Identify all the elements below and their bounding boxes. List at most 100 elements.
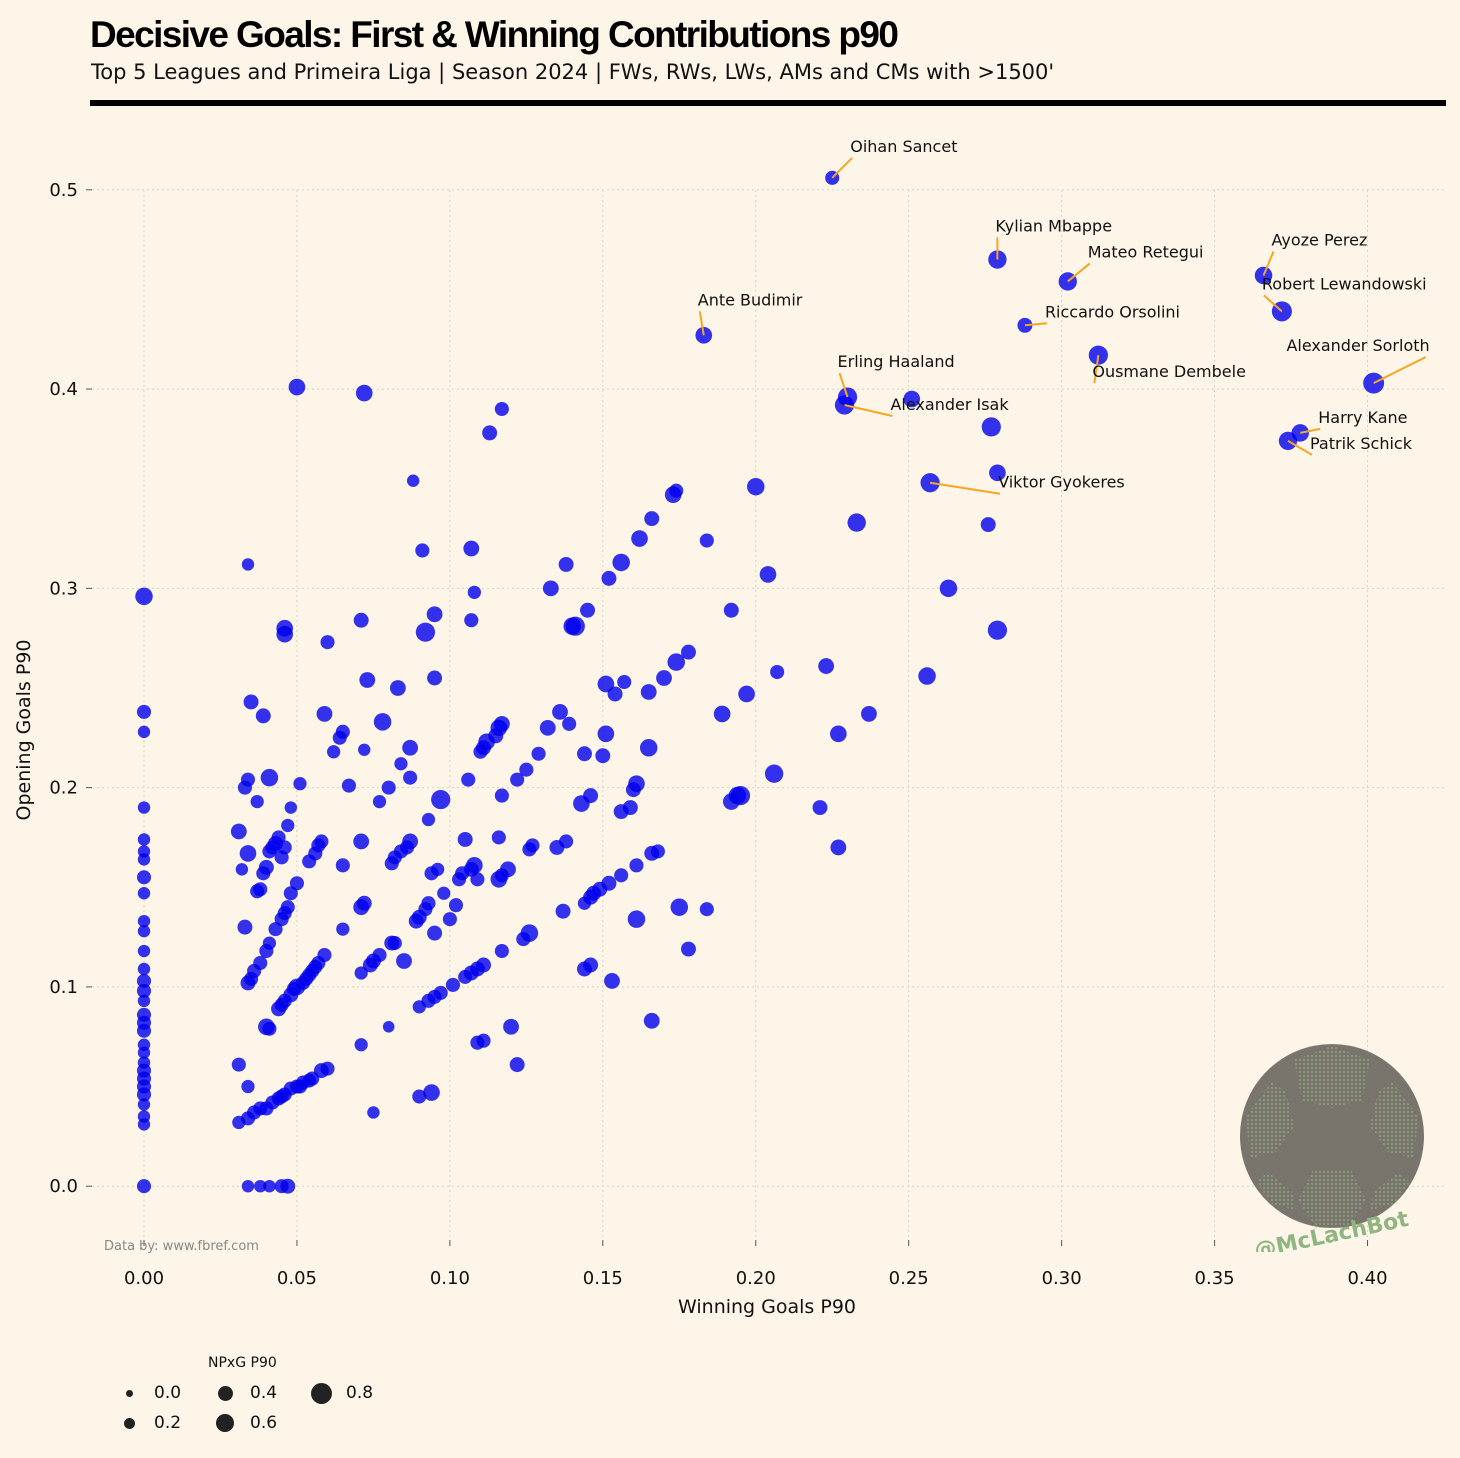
data-point bbox=[433, 985, 448, 1000]
data-point bbox=[253, 882, 268, 897]
data-point bbox=[494, 401, 509, 417]
data-point bbox=[818, 658, 835, 674]
data-point bbox=[470, 872, 485, 887]
data-point bbox=[583, 957, 599, 973]
data-point bbox=[136, 983, 152, 998]
player-label: Ante Budimir bbox=[698, 290, 803, 309]
data-point bbox=[617, 674, 632, 690]
annotation-line bbox=[929, 481, 1001, 495]
data-point bbox=[500, 861, 516, 878]
data-point bbox=[237, 919, 253, 935]
annotation-line bbox=[1287, 440, 1313, 456]
x-tick-label: 0.20 bbox=[736, 1268, 776, 1289]
data-point bbox=[612, 553, 630, 572]
data-point bbox=[980, 517, 996, 533]
data-point bbox=[723, 602, 739, 618]
data-point bbox=[355, 384, 373, 402]
data-point bbox=[861, 705, 877, 722]
annotation-line bbox=[831, 157, 853, 179]
data-point bbox=[987, 620, 1008, 640]
data-point bbox=[576, 746, 592, 762]
data-point bbox=[258, 859, 274, 875]
data-point bbox=[250, 794, 264, 809]
data-point bbox=[387, 936, 402, 951]
data-point bbox=[320, 635, 335, 650]
data-point bbox=[607, 686, 623, 702]
data-point bbox=[137, 1098, 151, 1111]
data-point bbox=[353, 612, 369, 628]
data-point bbox=[812, 800, 828, 816]
data-point bbox=[628, 775, 645, 792]
data-point bbox=[394, 757, 408, 771]
data-point bbox=[358, 743, 371, 756]
x-tick-label: 0.30 bbox=[1042, 1268, 1082, 1289]
data-point bbox=[627, 910, 646, 928]
y-tick-label: 0.1 bbox=[49, 977, 78, 998]
data-point bbox=[519, 762, 534, 777]
data-point bbox=[764, 764, 784, 783]
point-annotations: Oihan Sancet Kylian Mbappe Mateo Retegui Ay… bbox=[698, 137, 1430, 495]
data-point bbox=[476, 957, 492, 973]
data-point bbox=[415, 543, 430, 558]
data-point bbox=[431, 862, 445, 876]
data-point bbox=[243, 694, 259, 710]
data-point bbox=[137, 994, 151, 1008]
data-point bbox=[670, 898, 689, 916]
data-point bbox=[539, 719, 556, 736]
data-point bbox=[231, 1057, 246, 1072]
data-point bbox=[276, 625, 294, 643]
data-point bbox=[281, 818, 295, 833]
data-point bbox=[289, 876, 304, 891]
player-label: Alexander Isak bbox=[890, 395, 1009, 414]
data-point bbox=[136, 1179, 152, 1194]
data-point bbox=[491, 830, 506, 845]
data-point bbox=[354, 1038, 368, 1052]
size-legend: NPxG P90 0.0 0.2 0.4 0.6 0.8 bbox=[100, 1352, 400, 1442]
data-point bbox=[482, 425, 498, 441]
data-point bbox=[555, 903, 571, 919]
data-point bbox=[427, 925, 443, 941]
data-point bbox=[241, 1079, 255, 1094]
data-point bbox=[525, 838, 540, 853]
data-point bbox=[137, 1038, 151, 1051]
mclachbot-logo: @McLachBot bbox=[1240, 1044, 1424, 1252]
player-label: Oihan Sancet bbox=[850, 137, 957, 156]
data-point bbox=[427, 670, 443, 686]
size-legend-item: 0.0 bbox=[112, 1382, 181, 1404]
data-point bbox=[332, 730, 347, 745]
player-label: Viktor Gyokeres bbox=[998, 473, 1125, 492]
data-point bbox=[341, 778, 356, 793]
annotation-line bbox=[1024, 322, 1048, 327]
data-point bbox=[240, 772, 256, 787]
x-tick-label: 0.10 bbox=[430, 1268, 470, 1289]
data-point bbox=[412, 1089, 427, 1104]
annotation-line bbox=[1373, 356, 1427, 384]
data-point bbox=[288, 378, 306, 396]
annotation-line bbox=[1093, 355, 1100, 384]
player-label: Robert Lewandowski bbox=[1262, 274, 1427, 293]
data-point bbox=[650, 844, 665, 859]
player-label: Ousmane Dembele bbox=[1092, 362, 1246, 381]
data-point bbox=[680, 644, 696, 660]
size-legend-label: 0.6 bbox=[250, 1413, 278, 1433]
data-point bbox=[389, 680, 406, 696]
player-label: Patrik Schick bbox=[1310, 434, 1413, 453]
data-point bbox=[137, 1056, 151, 1069]
data-point bbox=[448, 898, 464, 913]
data-point bbox=[137, 944, 151, 958]
data-point bbox=[431, 789, 451, 810]
data-point bbox=[137, 725, 151, 739]
data-source: Data by: www.fbref.com bbox=[104, 1239, 259, 1254]
data-point bbox=[552, 704, 568, 720]
data-point bbox=[415, 622, 436, 642]
data-point bbox=[255, 708, 271, 724]
data-point bbox=[699, 902, 714, 917]
data-point bbox=[442, 912, 457, 927]
legend-dot-icon bbox=[125, 1389, 133, 1397]
data-point bbox=[565, 616, 585, 636]
data-point bbox=[241, 1179, 255, 1193]
data-point bbox=[989, 464, 1006, 482]
player-label: Erling Haaland bbox=[838, 352, 955, 371]
size-legend-label: 0.4 bbox=[250, 1383, 278, 1403]
